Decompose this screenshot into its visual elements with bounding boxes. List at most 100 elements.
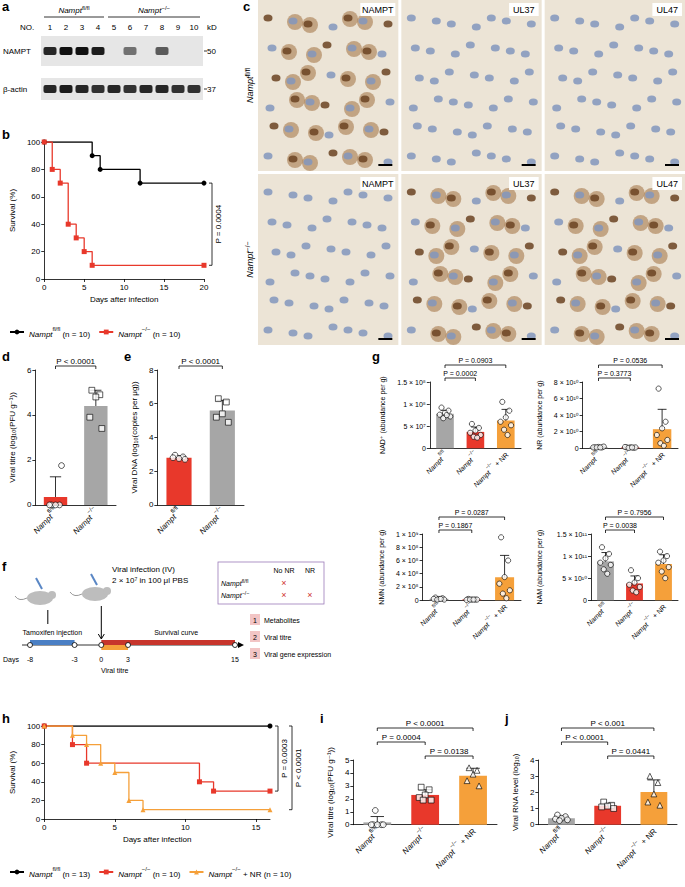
svg-text:1: 1	[48, 23, 53, 32]
svg-text:Metabolites: Metabolites	[264, 617, 300, 624]
svg-text:4 × 10¹⁰: 4 × 10¹⁰	[554, 412, 579, 419]
svg-text:0: 0	[42, 283, 47, 292]
svg-text:P = 0.0138: P = 0.0138	[430, 747, 469, 756]
svg-text:1 × 10¹¹: 1 × 10¹¹	[563, 553, 588, 560]
svg-text:Nampt: Nampt	[71, 513, 95, 537]
svg-text:4: 4	[530, 756, 535, 765]
svg-text:+ NR: + NR	[457, 827, 478, 848]
svg-text:4: 4	[345, 768, 350, 777]
svg-text:P = 0.0287: P = 0.0287	[455, 509, 489, 516]
svg-text:80: 80	[31, 165, 40, 174]
svg-text:Nampt: Nampt	[118, 330, 142, 339]
svg-text:P = 0.1867: P = 0.1867	[438, 522, 472, 529]
svg-text:Nampt: Nampt	[615, 847, 639, 871]
svg-text:P = 0.0038: P = 0.0038	[603, 522, 637, 529]
svg-text:5: 5	[113, 823, 118, 832]
svg-text:Survival (%): Survival (%)	[8, 751, 17, 794]
svg-text:0: 0	[149, 500, 154, 509]
svg-text:Days: Days	[3, 656, 19, 664]
svg-text:−/−: −/−	[484, 461, 493, 470]
svg-text:0: 0	[36, 815, 41, 824]
svg-text:Nampt−/−: Nampt−/−	[244, 241, 255, 277]
svg-text:Viral titre (log₁₀(PFU g⁻¹)): Viral titre (log₁₀(PFU g⁻¹))	[326, 747, 335, 838]
svg-text:6 × 10¹⁰: 6 × 10¹⁰	[554, 395, 579, 402]
svg-text:8 × 10¹⁰: 8 × 10¹⁰	[554, 379, 579, 386]
svg-text:2 × 10¹⁰: 2 × 10¹⁰	[554, 428, 579, 435]
svg-text:Nampt: Nampt	[610, 456, 631, 477]
svg-text:5: 5	[82, 283, 87, 292]
svg-text:P < 0.0001: P < 0.0001	[181, 357, 220, 366]
svg-text:1: 1	[530, 804, 535, 813]
svg-text:×: ×	[307, 590, 312, 600]
svg-text:Nampt: Nampt	[118, 870, 142, 879]
svg-text:6: 6	[128, 23, 133, 32]
svg-text:Nampt: Nampt	[451, 608, 472, 629]
svg-text:Nampt: Nampt	[630, 620, 651, 641]
svg-text:fl/fl: fl/fl	[53, 866, 61, 872]
svg-text:NR: NR	[305, 567, 315, 574]
svg-text:10: 10	[181, 823, 190, 832]
svg-text:Survival (%): Survival (%)	[8, 189, 17, 232]
svg-text:6 × 10⁸: 6 × 10⁸	[396, 557, 419, 564]
svg-text:2: 2	[149, 467, 154, 476]
svg-text:0: 0	[422, 445, 426, 452]
svg-text:Days after infection: Days after infection	[123, 835, 191, 844]
svg-text:2: 2	[64, 23, 69, 32]
svg-text:P < 0.001: P < 0.001	[591, 719, 626, 728]
svg-text:(n = 10): (n = 10)	[150, 870, 180, 879]
svg-text:−/−: −/−	[625, 600, 634, 609]
svg-text:P < 0.0001: P < 0.0001	[294, 748, 303, 787]
svg-text:1 × 10⁹: 1 × 10⁹	[396, 531, 419, 538]
svg-text:P = 0.0003: P = 0.0003	[280, 739, 289, 778]
svg-text:15: 15	[160, 283, 169, 292]
svg-text:P = 0.0004: P = 0.0004	[382, 733, 421, 742]
svg-text:Viral titre: Viral titre	[264, 634, 292, 641]
svg-text:4: 4	[27, 410, 32, 419]
svg-text:100: 100	[27, 138, 41, 147]
svg-text:NR (abundance per g): NR (abundance per g)	[536, 380, 544, 449]
svg-text:×: ×	[281, 578, 286, 588]
svg-text:P = 0.0441: P = 0.0441	[611, 747, 650, 756]
svg-text:P = 0.0903: P = 0.0903	[458, 357, 492, 364]
svg-text:6: 6	[27, 366, 32, 375]
svg-text:No NR: No NR	[273, 567, 294, 574]
svg-text:9: 9	[176, 23, 181, 32]
svg-text:Viral infection (IV): Viral infection (IV)	[112, 565, 175, 574]
svg-text:7: 7	[144, 23, 149, 32]
svg-text:8 × 10⁸: 8 × 10⁸	[396, 544, 419, 551]
svg-text:P < 0.0001: P < 0.0001	[565, 733, 604, 742]
svg-text:1 × 10⁸: 1 × 10⁸	[403, 401, 426, 408]
svg-text:+ NR: + NR	[491, 603, 509, 621]
svg-text:P = 0.0536: P = 0.0536	[613, 357, 647, 364]
svg-text:Viral titre: Viral titre	[101, 667, 129, 674]
svg-text:50: 50	[207, 47, 216, 56]
svg-text:100: 100	[27, 722, 41, 731]
svg-text:1.5 × 10¹¹: 1.5 × 10¹¹	[557, 531, 588, 538]
svg-text:UL47: UL47	[656, 179, 678, 189]
svg-text:Nampt: Nampt	[208, 870, 232, 879]
svg-text:Nampt: Nampt	[455, 456, 476, 477]
svg-text:+ NR: + NR	[638, 827, 659, 848]
svg-text:5 × 10¹⁰: 5 × 10¹⁰	[562, 575, 587, 582]
svg-text:P = 0.0004: P = 0.0004	[214, 204, 223, 243]
svg-text:80: 80	[31, 740, 40, 749]
svg-text:0: 0	[530, 820, 535, 829]
svg-text:Tamoxifen injection: Tamoxifen injection	[23, 629, 83, 637]
svg-text:fl/fl: fl/fl	[53, 326, 61, 332]
svg-text:2: 2	[27, 455, 32, 464]
svg-text:(n = 10): (n = 10)	[60, 330, 90, 339]
svg-text:Nampt: Nampt	[614, 608, 635, 629]
svg-text:−/−: −/−	[482, 613, 491, 622]
svg-text:kD: kD	[207, 23, 217, 32]
svg-text:-8: -8	[27, 656, 33, 663]
svg-text:NAD⁺ (abundance per g): NAD⁺ (abundance per g)	[379, 376, 387, 454]
svg-text:0: 0	[415, 597, 419, 604]
svg-text:+ NR: + NR	[648, 451, 666, 469]
svg-text:2 × 10⁷ in 100 μl PBS: 2 × 10⁷ in 100 μl PBS	[112, 576, 188, 585]
svg-text:3: 3	[345, 781, 350, 790]
svg-text:(n = 10): (n = 10)	[150, 330, 180, 339]
svg-text:Nampt: Nampt	[32, 512, 56, 536]
svg-text:Nampt: Nampt	[29, 330, 53, 339]
svg-text:4: 4	[96, 23, 101, 32]
svg-text:NMN (abundance per g): NMN (abundance per g)	[378, 530, 386, 605]
